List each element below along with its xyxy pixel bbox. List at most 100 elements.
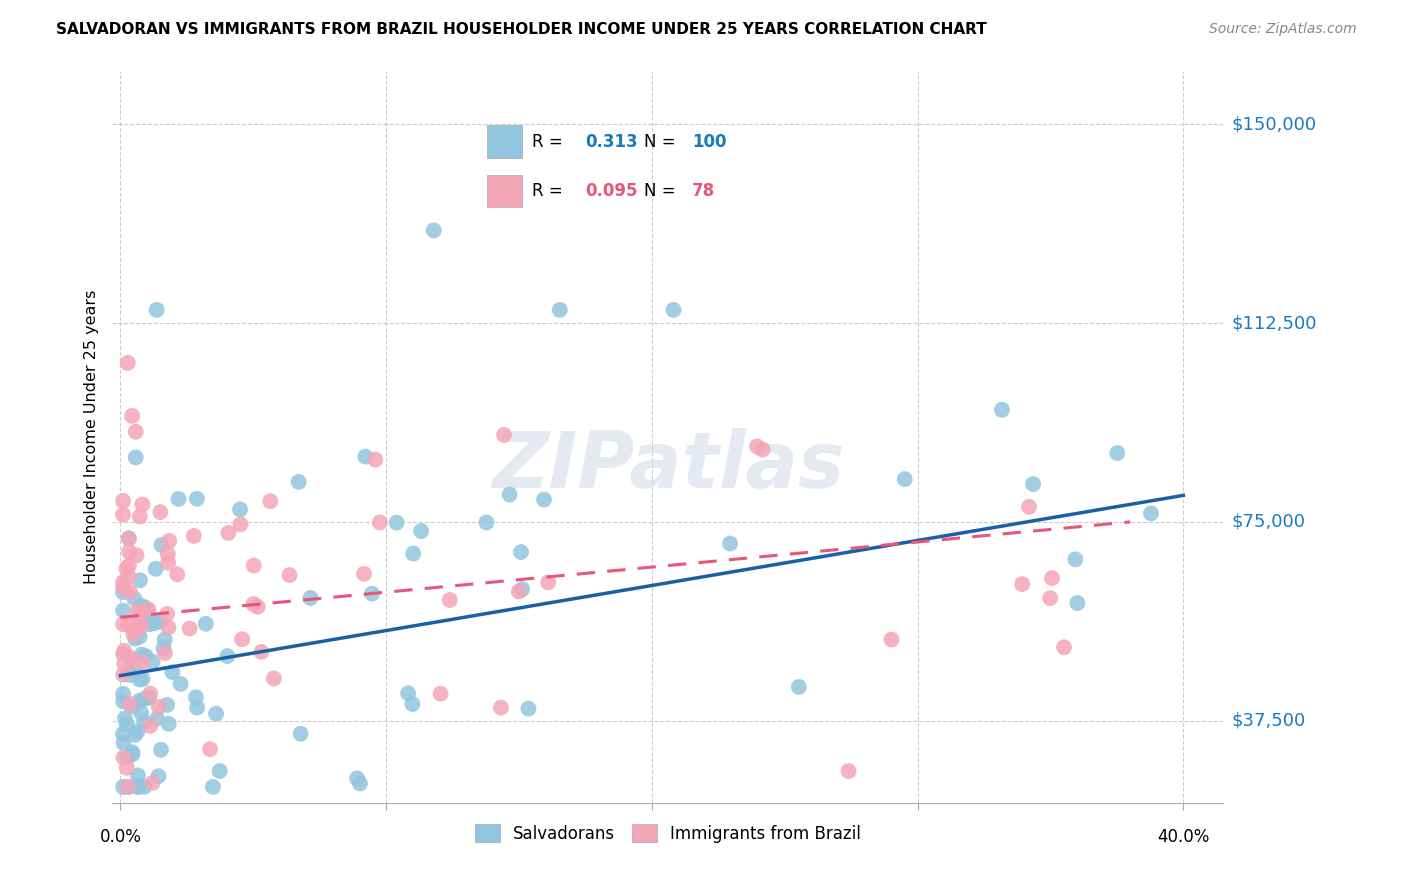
Point xyxy=(475,516,498,530)
Point xyxy=(146,712,169,726)
Point xyxy=(263,672,285,686)
Point xyxy=(120,668,142,682)
Point xyxy=(121,747,143,762)
Point xyxy=(1140,507,1163,521)
Point xyxy=(243,558,266,573)
Point xyxy=(121,745,143,759)
Point xyxy=(112,736,135,750)
Point xyxy=(131,619,153,633)
Text: SALVADORAN VS IMMIGRANTS FROM BRAZIL HOUSEHOLDER INCOME UNDER 25 YEARS CORRELATI: SALVADORAN VS IMMIGRANTS FROM BRAZIL HOU… xyxy=(56,22,987,37)
Point xyxy=(229,502,252,516)
Point xyxy=(118,558,141,573)
Point xyxy=(508,584,530,599)
Text: $75,000: $75,000 xyxy=(1232,513,1306,531)
Point xyxy=(1039,591,1062,606)
Point xyxy=(121,409,143,423)
Point xyxy=(149,505,172,519)
Point xyxy=(157,620,180,634)
Point xyxy=(117,749,139,764)
Point xyxy=(117,780,139,794)
Point xyxy=(198,742,221,756)
Point xyxy=(349,776,371,790)
Point xyxy=(353,566,375,581)
Point xyxy=(745,439,768,453)
Point xyxy=(128,694,150,708)
Point xyxy=(489,700,512,714)
Point xyxy=(145,562,167,576)
Point xyxy=(149,743,172,757)
Point xyxy=(533,492,555,507)
Text: $112,500: $112,500 xyxy=(1232,314,1317,332)
Point xyxy=(186,491,208,506)
Point xyxy=(205,706,228,721)
Point xyxy=(115,562,138,576)
Point xyxy=(121,655,143,669)
Point xyxy=(131,498,153,512)
Point xyxy=(125,425,148,439)
Point xyxy=(837,764,859,778)
Point xyxy=(141,655,163,669)
Point xyxy=(278,568,301,582)
Point xyxy=(880,632,903,647)
Point xyxy=(152,641,174,656)
Text: 0.0%: 0.0% xyxy=(100,828,142,846)
Point xyxy=(143,616,166,631)
Point xyxy=(186,700,208,714)
Point xyxy=(385,516,408,530)
Point xyxy=(364,452,387,467)
Point xyxy=(439,593,461,607)
Point xyxy=(401,697,423,711)
Point xyxy=(112,727,135,741)
Point xyxy=(893,472,915,486)
Point xyxy=(1107,446,1129,460)
Point xyxy=(492,428,515,442)
Point xyxy=(1053,640,1076,655)
Point xyxy=(259,494,281,508)
Point xyxy=(127,610,149,624)
Point xyxy=(120,650,142,665)
Point xyxy=(127,780,149,794)
Point xyxy=(112,694,135,708)
Point xyxy=(184,690,207,705)
Point xyxy=(138,690,160,705)
Point xyxy=(129,574,152,588)
Point xyxy=(354,450,377,464)
Point xyxy=(517,701,540,715)
Point xyxy=(287,475,309,489)
Point xyxy=(118,584,141,599)
Point xyxy=(115,717,138,731)
Point xyxy=(125,622,148,636)
Point xyxy=(148,700,170,714)
Point xyxy=(411,524,433,538)
Point xyxy=(117,618,139,632)
Point xyxy=(361,587,384,601)
Point xyxy=(129,706,152,720)
Point xyxy=(129,599,152,613)
Point xyxy=(122,627,145,641)
Point xyxy=(131,672,153,686)
Point xyxy=(112,644,135,658)
Point xyxy=(166,567,188,582)
Point xyxy=(131,655,153,669)
Point xyxy=(135,649,157,664)
Point xyxy=(157,533,180,548)
Point xyxy=(662,302,685,317)
Point xyxy=(201,780,224,794)
Point xyxy=(1064,552,1087,566)
Point xyxy=(299,591,322,605)
Point xyxy=(148,769,170,783)
Point xyxy=(141,776,163,790)
Point xyxy=(157,716,180,731)
Point xyxy=(117,356,139,370)
Point xyxy=(138,617,160,632)
Point xyxy=(402,547,425,561)
Point xyxy=(125,450,148,465)
Point xyxy=(718,536,741,550)
Point xyxy=(1066,596,1088,610)
Point xyxy=(138,602,160,616)
Point xyxy=(118,545,141,559)
Point xyxy=(128,630,150,644)
Point xyxy=(128,509,150,524)
Point xyxy=(127,724,149,739)
Point xyxy=(112,647,135,661)
